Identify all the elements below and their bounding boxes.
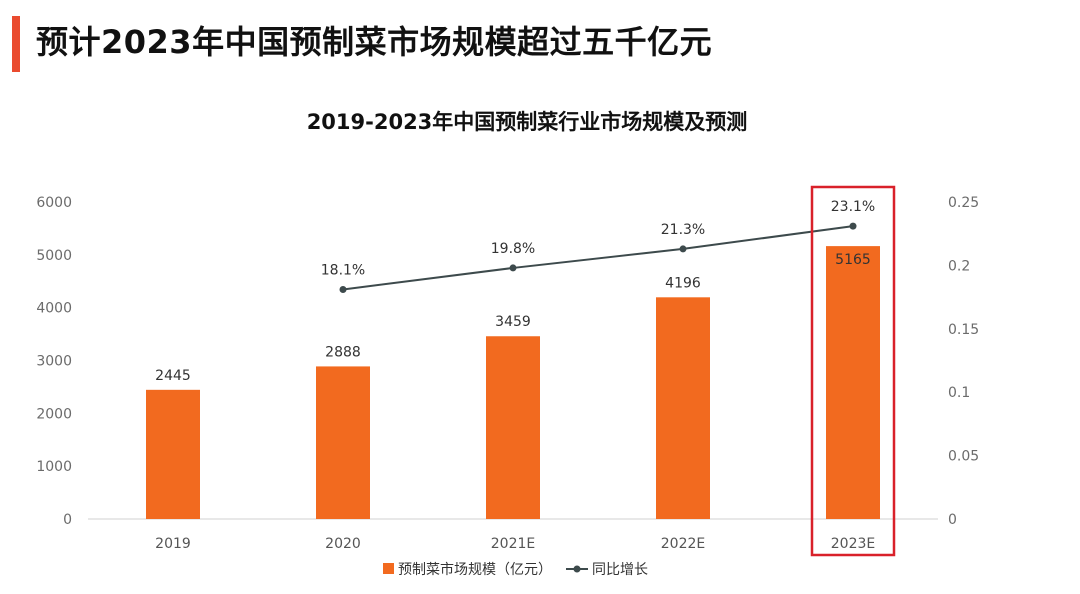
left-axis-tick-label: 2000 xyxy=(36,406,72,422)
highlight-box-2023e xyxy=(810,185,896,557)
right-axis-tick-label: 0.1 xyxy=(948,385,970,401)
growth-line xyxy=(342,225,854,291)
legend-line-label: 同比增长 xyxy=(592,562,648,578)
growth-label-2021E: 19.8% xyxy=(491,241,535,257)
right-axis-tick-label: 0.15 xyxy=(948,322,979,338)
bar-2020 xyxy=(316,366,370,519)
legend-line-marker xyxy=(573,565,581,573)
growth-point-2022E xyxy=(679,245,687,253)
left-axis-tick-label: 4000 xyxy=(36,301,72,317)
category-label-2022E: 2022E xyxy=(661,536,705,552)
right-axis-tick-label: 0 xyxy=(948,512,957,528)
left-axis-tick-label: 5000 xyxy=(36,248,72,264)
page-title: 预计2023年中国预制菜市场规模超过五千亿元 xyxy=(36,23,713,61)
bar-value-labels: 2445 2888 3459 4196 5165 xyxy=(155,252,871,384)
left-axis-tick-label: 1000 xyxy=(36,459,72,475)
category-label-2021E: 2021E xyxy=(491,536,535,552)
bar-2022E xyxy=(656,297,710,519)
right-axis-ticks: 0 0.05 0.1 0.15 0.2 0.25 xyxy=(948,195,979,528)
right-axis-tick-label: 0.25 xyxy=(948,195,979,211)
bar-value-label-2023E: 5165 xyxy=(835,252,871,268)
growth-label-2020: 18.1% xyxy=(321,262,365,278)
bar-2019 xyxy=(146,389,200,519)
bar-value-label-2022E: 4196 xyxy=(665,275,701,291)
growth-point-2020 xyxy=(339,285,347,293)
category-label-2020: 2020 xyxy=(325,536,361,552)
legend-bar-swatch xyxy=(383,563,394,574)
category-label-2019: 2019 xyxy=(155,536,191,552)
growth-label-2023E: 23.1% xyxy=(831,199,875,215)
left-axis-tick-label: 0 xyxy=(63,512,72,528)
growth-point-2023E xyxy=(849,222,857,230)
right-axis-tick-label: 0.2 xyxy=(948,258,970,274)
bar-2023E xyxy=(826,246,880,519)
bar-value-label-2020: 2888 xyxy=(325,344,361,360)
growth-label-2022E: 21.3% xyxy=(661,222,705,238)
legend: 预制菜市场规模（亿元） 同比增长 xyxy=(383,561,648,578)
title-accent-bar xyxy=(12,16,20,72)
chart-title: 2019-2023年中国预制菜行业市场规模及预测 xyxy=(307,110,748,134)
bar-value-label-2021E: 3459 xyxy=(495,314,531,330)
bar-series xyxy=(146,246,880,519)
category-labels: 2019 2020 2021E 2022E 2023E xyxy=(155,536,875,552)
left-axis-tick-label: 6000 xyxy=(36,195,72,211)
left-axis-tick-label: 3000 xyxy=(36,354,72,370)
category-label-2023E: 2023E xyxy=(831,536,875,552)
growth-point-2021E xyxy=(509,264,517,272)
right-axis-tick-label: 0.05 xyxy=(948,449,979,465)
bar-value-label-2019: 2445 xyxy=(155,368,191,384)
left-axis-ticks: 0 1000 2000 3000 4000 5000 6000 xyxy=(36,195,72,528)
bar-2021E xyxy=(486,336,540,519)
growth-line-series: 18.1% 19.8% 21.3% 23.1% xyxy=(321,199,875,293)
legend-bar-label: 预制菜市场规模（亿元） xyxy=(398,561,552,578)
